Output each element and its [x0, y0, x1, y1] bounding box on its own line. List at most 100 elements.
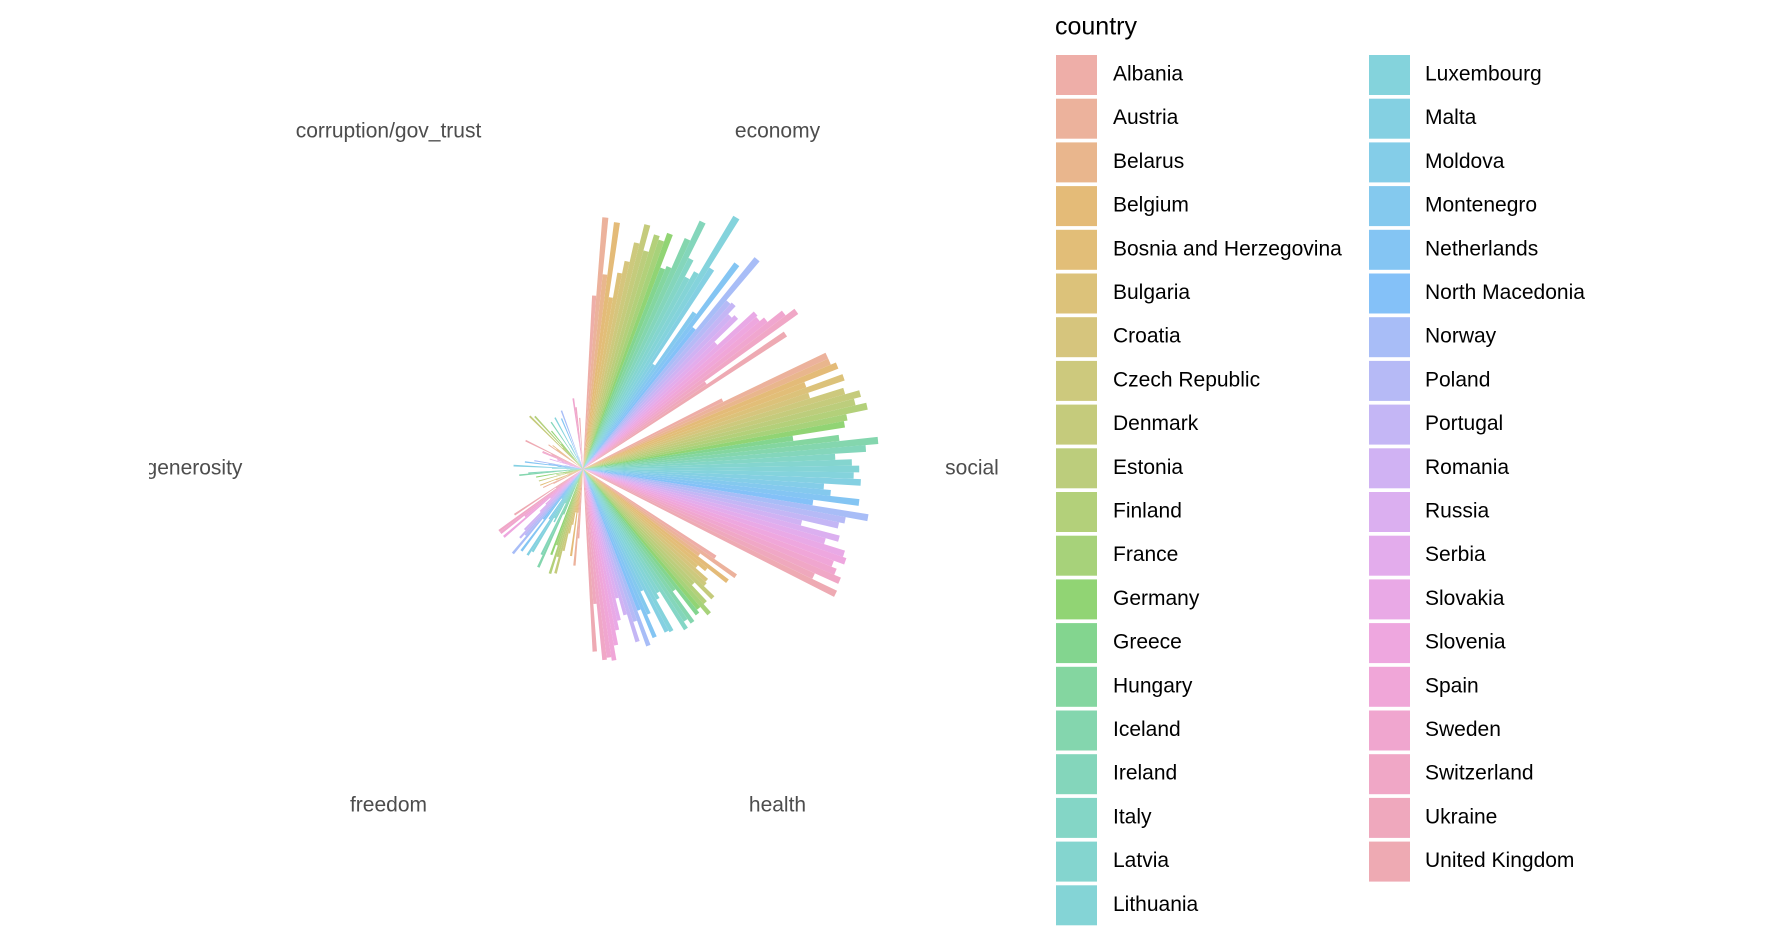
legend-label: Ukraine: [1425, 805, 1497, 828]
bar: [550, 469, 583, 556]
bar: [583, 257, 760, 469]
bar: [577, 463, 583, 469]
bar: [583, 390, 862, 469]
bar: [583, 469, 640, 643]
legend-label: Finland: [1113, 500, 1182, 523]
bar: [524, 469, 583, 518]
bar: [519, 469, 583, 539]
legend-label: Czech Republic: [1113, 368, 1260, 391]
bar: [550, 469, 583, 499]
legend-swatch: [1056, 710, 1097, 751]
axis-label: freedom: [350, 793, 427, 816]
bar: [526, 469, 583, 556]
bar: [583, 469, 628, 616]
bar: [583, 434, 840, 469]
bar: [550, 421, 583, 469]
bar: [554, 469, 583, 574]
legend-swatch: [1369, 492, 1410, 532]
bar: [565, 465, 583, 469]
bar: [572, 398, 583, 469]
legend-swatch: [1369, 404, 1410, 445]
bar: [583, 234, 660, 469]
plot-area: economy social health freedom generosity corr…: [146, 120, 999, 817]
bar: [537, 469, 583, 568]
legend-swatch: [1056, 579, 1097, 620]
legend-swatch: [1056, 535, 1097, 576]
bar: [524, 461, 583, 469]
bar: [534, 460, 583, 469]
bar: [583, 469, 644, 592]
legend-label: Portugal: [1425, 412, 1503, 435]
bar: [583, 469, 657, 639]
bar: [583, 469, 803, 526]
legend-label: Denmark: [1113, 412, 1199, 435]
bar: [583, 469, 729, 583]
bar: [542, 469, 583, 488]
bar: [536, 469, 583, 478]
axis-label: generosity: [146, 457, 243, 480]
bar: [560, 418, 583, 469]
bar: [583, 381, 707, 469]
legend-swatch: [1369, 186, 1410, 227]
bar: [581, 459, 583, 469]
bar: [555, 469, 583, 489]
legend-label: Belgium: [1113, 194, 1189, 217]
bar: [540, 469, 583, 486]
bar: [557, 466, 583, 469]
bar: [568, 464, 583, 469]
bar: [583, 297, 613, 469]
bar: [583, 398, 856, 469]
bar: [583, 274, 608, 469]
legend-label: Iceland: [1113, 718, 1181, 741]
bar: [570, 450, 583, 469]
bar: [583, 239, 665, 469]
legend-swatch: [1369, 273, 1410, 314]
bar: [583, 469, 840, 542]
bar: [583, 469, 619, 646]
bar: [583, 262, 740, 469]
legend-label: Spain: [1425, 674, 1479, 697]
legend-swatch: [1056, 186, 1097, 227]
bar: [583, 314, 732, 469]
bar: [583, 469, 711, 616]
legend-swatch: [1056, 666, 1097, 707]
bar: [583, 267, 666, 469]
bar: [562, 469, 583, 552]
bar: [579, 464, 583, 469]
bar: [583, 414, 848, 469]
bar: [583, 398, 724, 469]
bar: [583, 469, 669, 633]
legend-label: Croatia: [1113, 325, 1181, 348]
bar: [583, 469, 651, 615]
bar: [583, 374, 845, 469]
bar: [548, 444, 583, 469]
bar: [583, 469, 708, 572]
bar: [580, 464, 583, 469]
bar: [583, 224, 651, 469]
bar: [583, 453, 836, 469]
bar: [568, 469, 583, 534]
bar: [583, 326, 696, 469]
bar: [583, 469, 699, 569]
legend-label: Greece: [1113, 631, 1182, 654]
bar: [548, 469, 583, 520]
bar: [583, 260, 630, 469]
bar: [580, 466, 583, 469]
bar: [583, 469, 834, 567]
legend-label: Bulgaria: [1113, 281, 1190, 304]
bar: [583, 469, 621, 621]
legend-label: Luxembourg: [1425, 63, 1542, 86]
bar: [583, 222, 620, 469]
bar: [583, 469, 620, 631]
bar: [523, 469, 583, 531]
bar: [565, 469, 583, 504]
bar: [538, 469, 583, 482]
legend-label: Serbia: [1425, 543, 1486, 566]
bar: [583, 381, 807, 469]
legend-label: Moldova: [1425, 150, 1505, 173]
bar: [583, 310, 786, 469]
bar: [578, 461, 583, 469]
bar: [560, 410, 583, 469]
bar: [513, 464, 583, 469]
legend-title: country: [1055, 13, 1137, 41]
